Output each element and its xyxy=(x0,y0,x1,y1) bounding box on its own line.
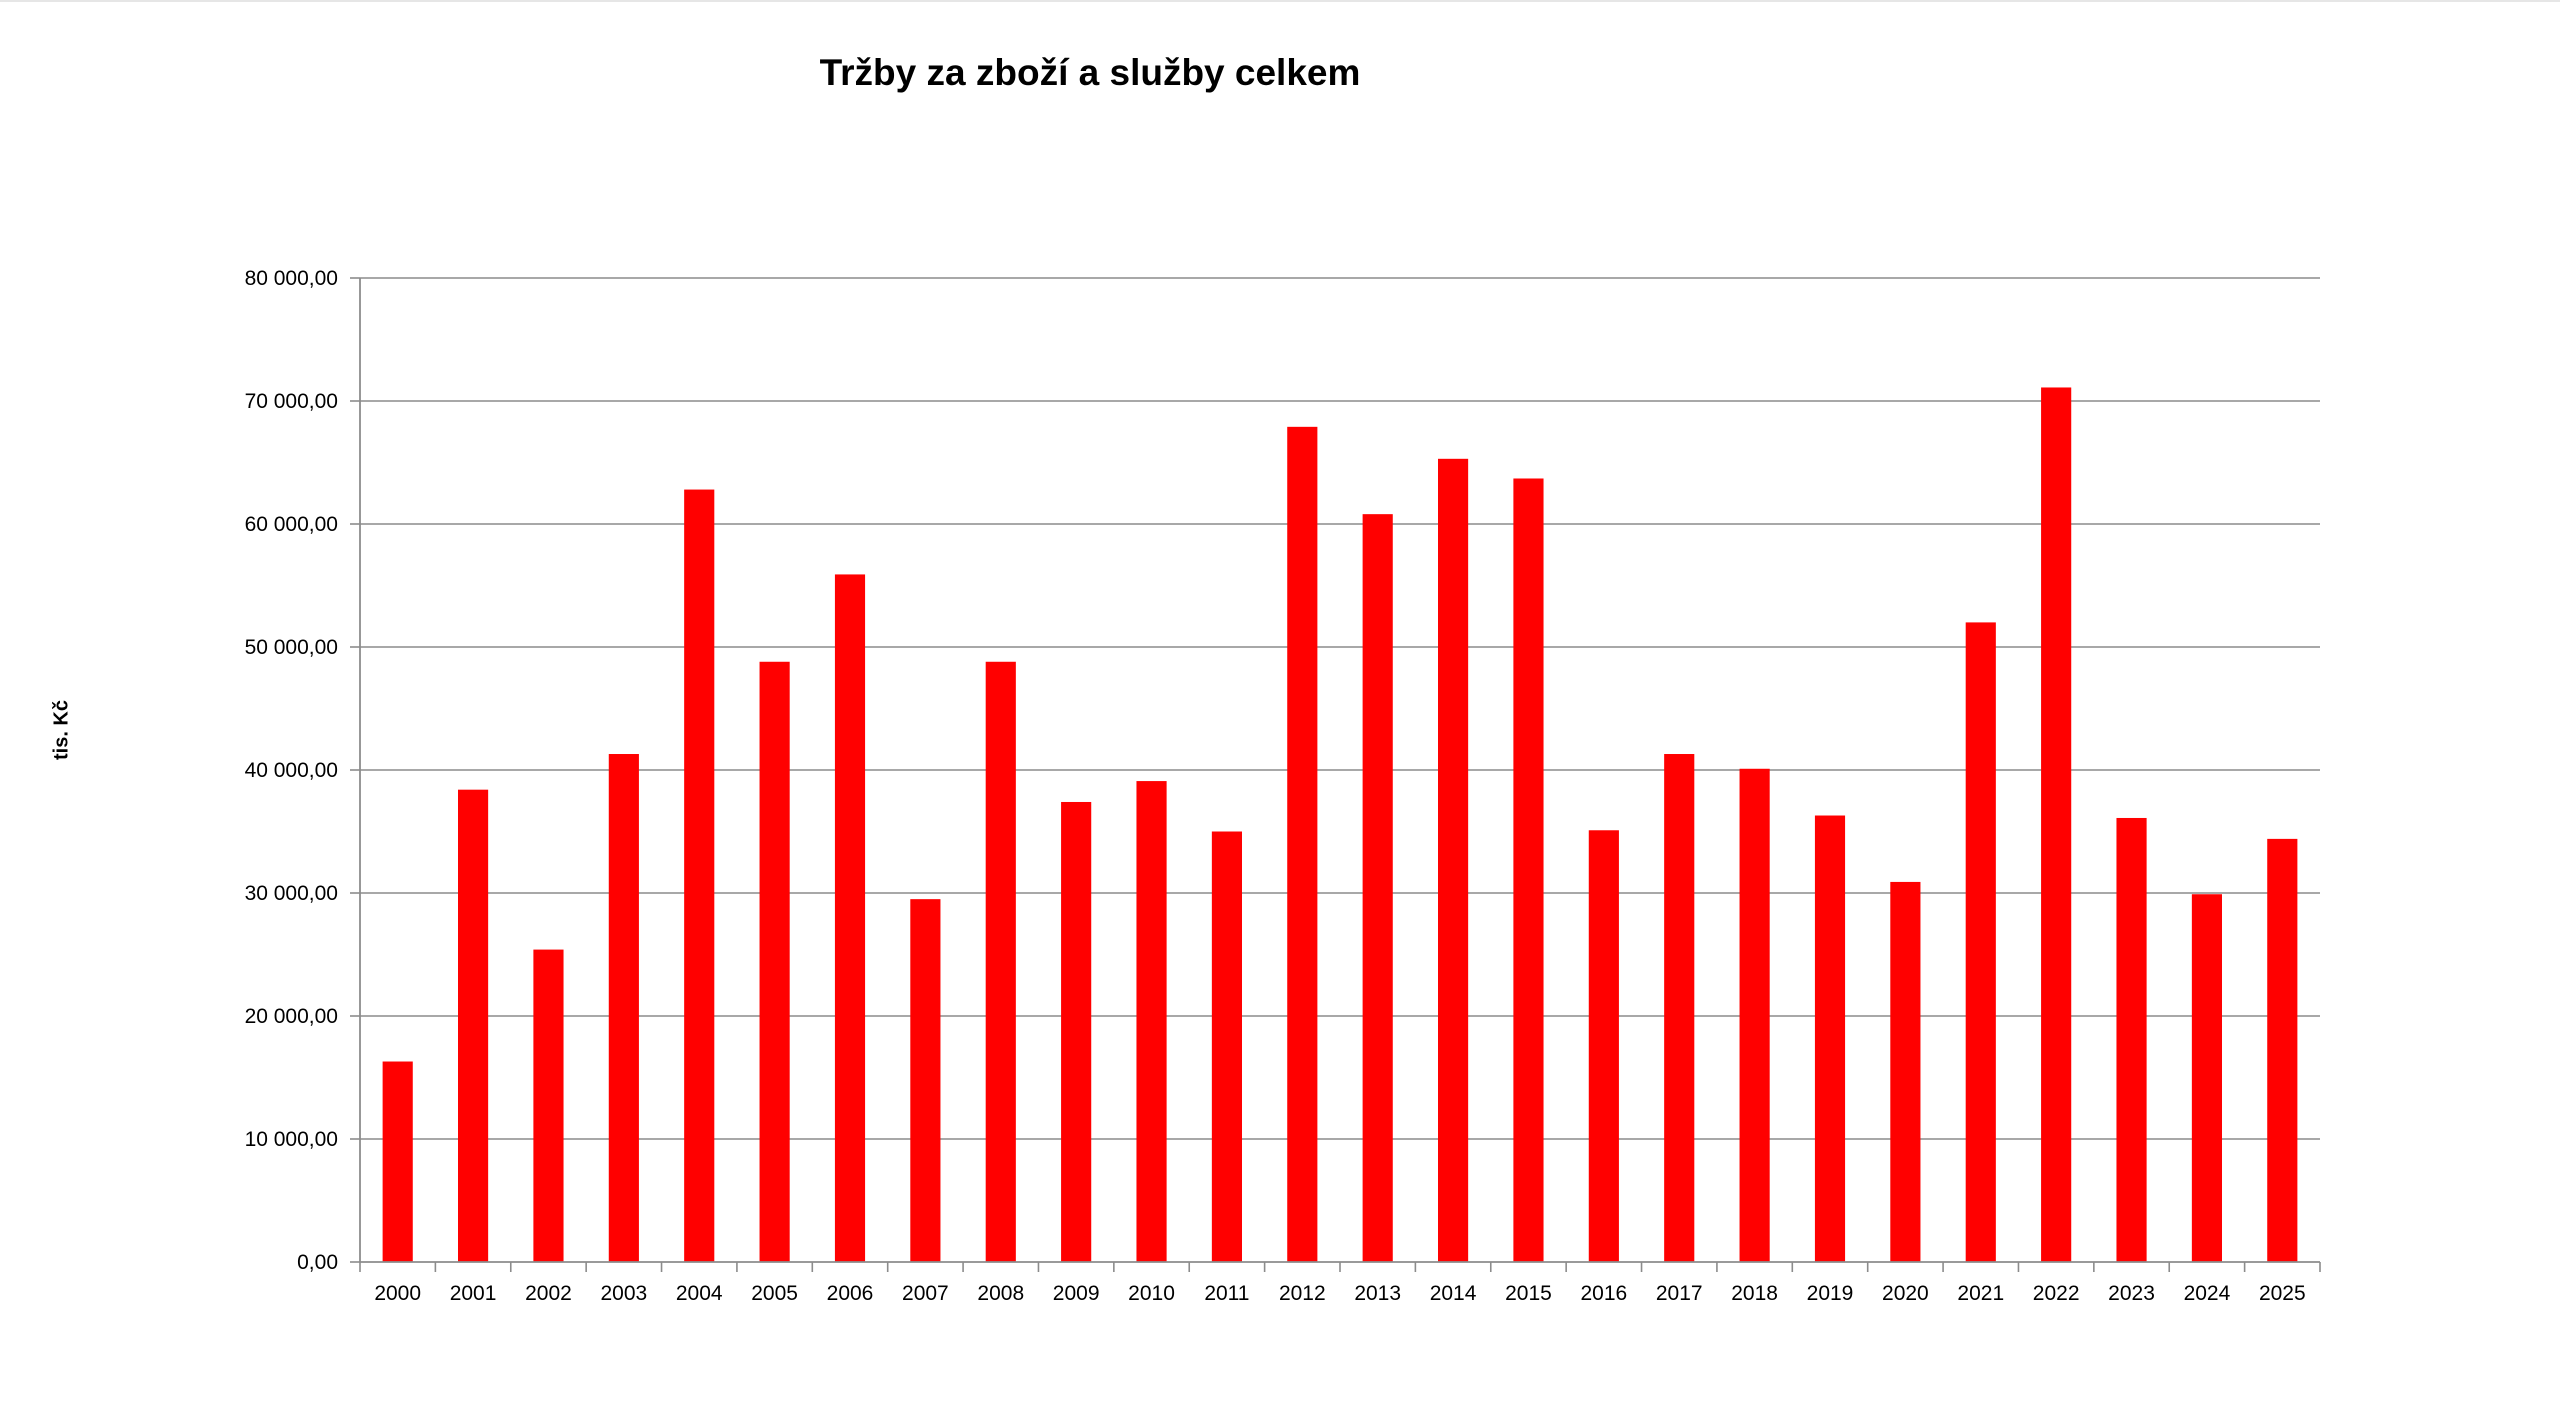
bars xyxy=(382,387,2298,1263)
chart-title: Tržby za zboží a služby celkem xyxy=(819,52,1361,93)
tick-labels: 0,00 10 000,00 20 000,00 30 000,00 40 000,00… xyxy=(245,267,2306,1305)
x-tick-label: 2007 xyxy=(902,1282,949,1305)
x-tick-label: 2013 xyxy=(1354,1282,1401,1305)
y-tick-label: 20 000,00 xyxy=(245,1005,338,1028)
x-tick-label: 2001 xyxy=(450,1282,497,1305)
bar-2009 xyxy=(1061,801,1092,1262)
x-tick-label: 2009 xyxy=(1053,1282,1100,1305)
bar-2004 xyxy=(684,489,715,1262)
bar-2015 xyxy=(1513,478,1544,1262)
bar-2000 xyxy=(382,1061,413,1262)
y-tick-label: 60 000,00 xyxy=(245,513,338,536)
x-tick-label: 2004 xyxy=(676,1282,723,1305)
x-tick-label: 2006 xyxy=(827,1282,874,1305)
gridlines xyxy=(360,277,2320,1140)
x-tick-label: 2016 xyxy=(1580,1282,1627,1305)
x-tick-label: 2022 xyxy=(2033,1282,2080,1305)
x-tick-label: 2012 xyxy=(1279,1282,1326,1305)
bar-2001 xyxy=(458,789,489,1262)
x-tick-label: 2020 xyxy=(1882,1282,1929,1305)
x-tick-label: 2017 xyxy=(1656,1282,1703,1305)
x-tick-label: 2003 xyxy=(600,1282,647,1305)
top-border-line xyxy=(0,0,2560,2)
x-tick-label: 2015 xyxy=(1505,1282,1552,1305)
bar-2020 xyxy=(1890,881,1921,1262)
y-tick-label: 40 000,00 xyxy=(245,759,338,782)
bar-2010 xyxy=(1136,781,1167,1262)
bar-2022 xyxy=(2041,387,2072,1263)
bar-2023 xyxy=(2116,817,2147,1262)
y-tick-label: 50 000,00 xyxy=(245,636,338,659)
y-tick-label: 0,00 xyxy=(297,1251,338,1274)
x-tick-label: 2002 xyxy=(525,1282,572,1305)
x-tick-label: 2000 xyxy=(374,1282,421,1305)
x-tick-label: 2008 xyxy=(977,1282,1024,1305)
bar-2003 xyxy=(608,754,639,1262)
bar-2006 xyxy=(834,574,866,1262)
bar-2018 xyxy=(1739,768,1770,1262)
x-tick-label: 2021 xyxy=(1957,1282,2004,1305)
x-tick-label: 2024 xyxy=(2184,1282,2231,1305)
x-tick-label: 2018 xyxy=(1731,1282,1778,1305)
bar-2014 xyxy=(1438,458,1469,1262)
x-tick-label: 2019 xyxy=(1807,1282,1854,1305)
y-tick-label: 80 000,00 xyxy=(245,267,338,290)
x-tick-label: 2023 xyxy=(2108,1282,2155,1305)
axes xyxy=(350,277,2321,1272)
bar-2017 xyxy=(1664,754,1695,1262)
bar-2005 xyxy=(759,661,790,1262)
bar-2013 xyxy=(1362,514,1393,1262)
x-tick-label: 2025 xyxy=(2259,1282,2306,1305)
bar-2024 xyxy=(2191,894,2222,1262)
bar-2012 xyxy=(1287,426,1318,1263)
bar-2016 xyxy=(1588,830,1619,1262)
y-tick-label: 70 000,00 xyxy=(245,390,338,413)
bar-2025 xyxy=(2267,838,2298,1262)
bar-2007 xyxy=(910,899,941,1262)
y-tick-label: 10 000,00 xyxy=(245,1128,338,1151)
bar-2011 xyxy=(1211,831,1242,1262)
x-tick-label: 2011 xyxy=(1204,1282,1249,1305)
bar-2021 xyxy=(1965,622,1996,1262)
x-tick-label: 2010 xyxy=(1128,1282,1175,1305)
bar-2002 xyxy=(533,949,564,1262)
bar-2019 xyxy=(1814,815,1846,1262)
x-tick-label: 2005 xyxy=(751,1282,798,1305)
bar-2008 xyxy=(985,661,1016,1262)
y-tick-label: 30 000,00 xyxy=(245,882,338,905)
x-tick-label: 2014 xyxy=(1430,1282,1477,1305)
